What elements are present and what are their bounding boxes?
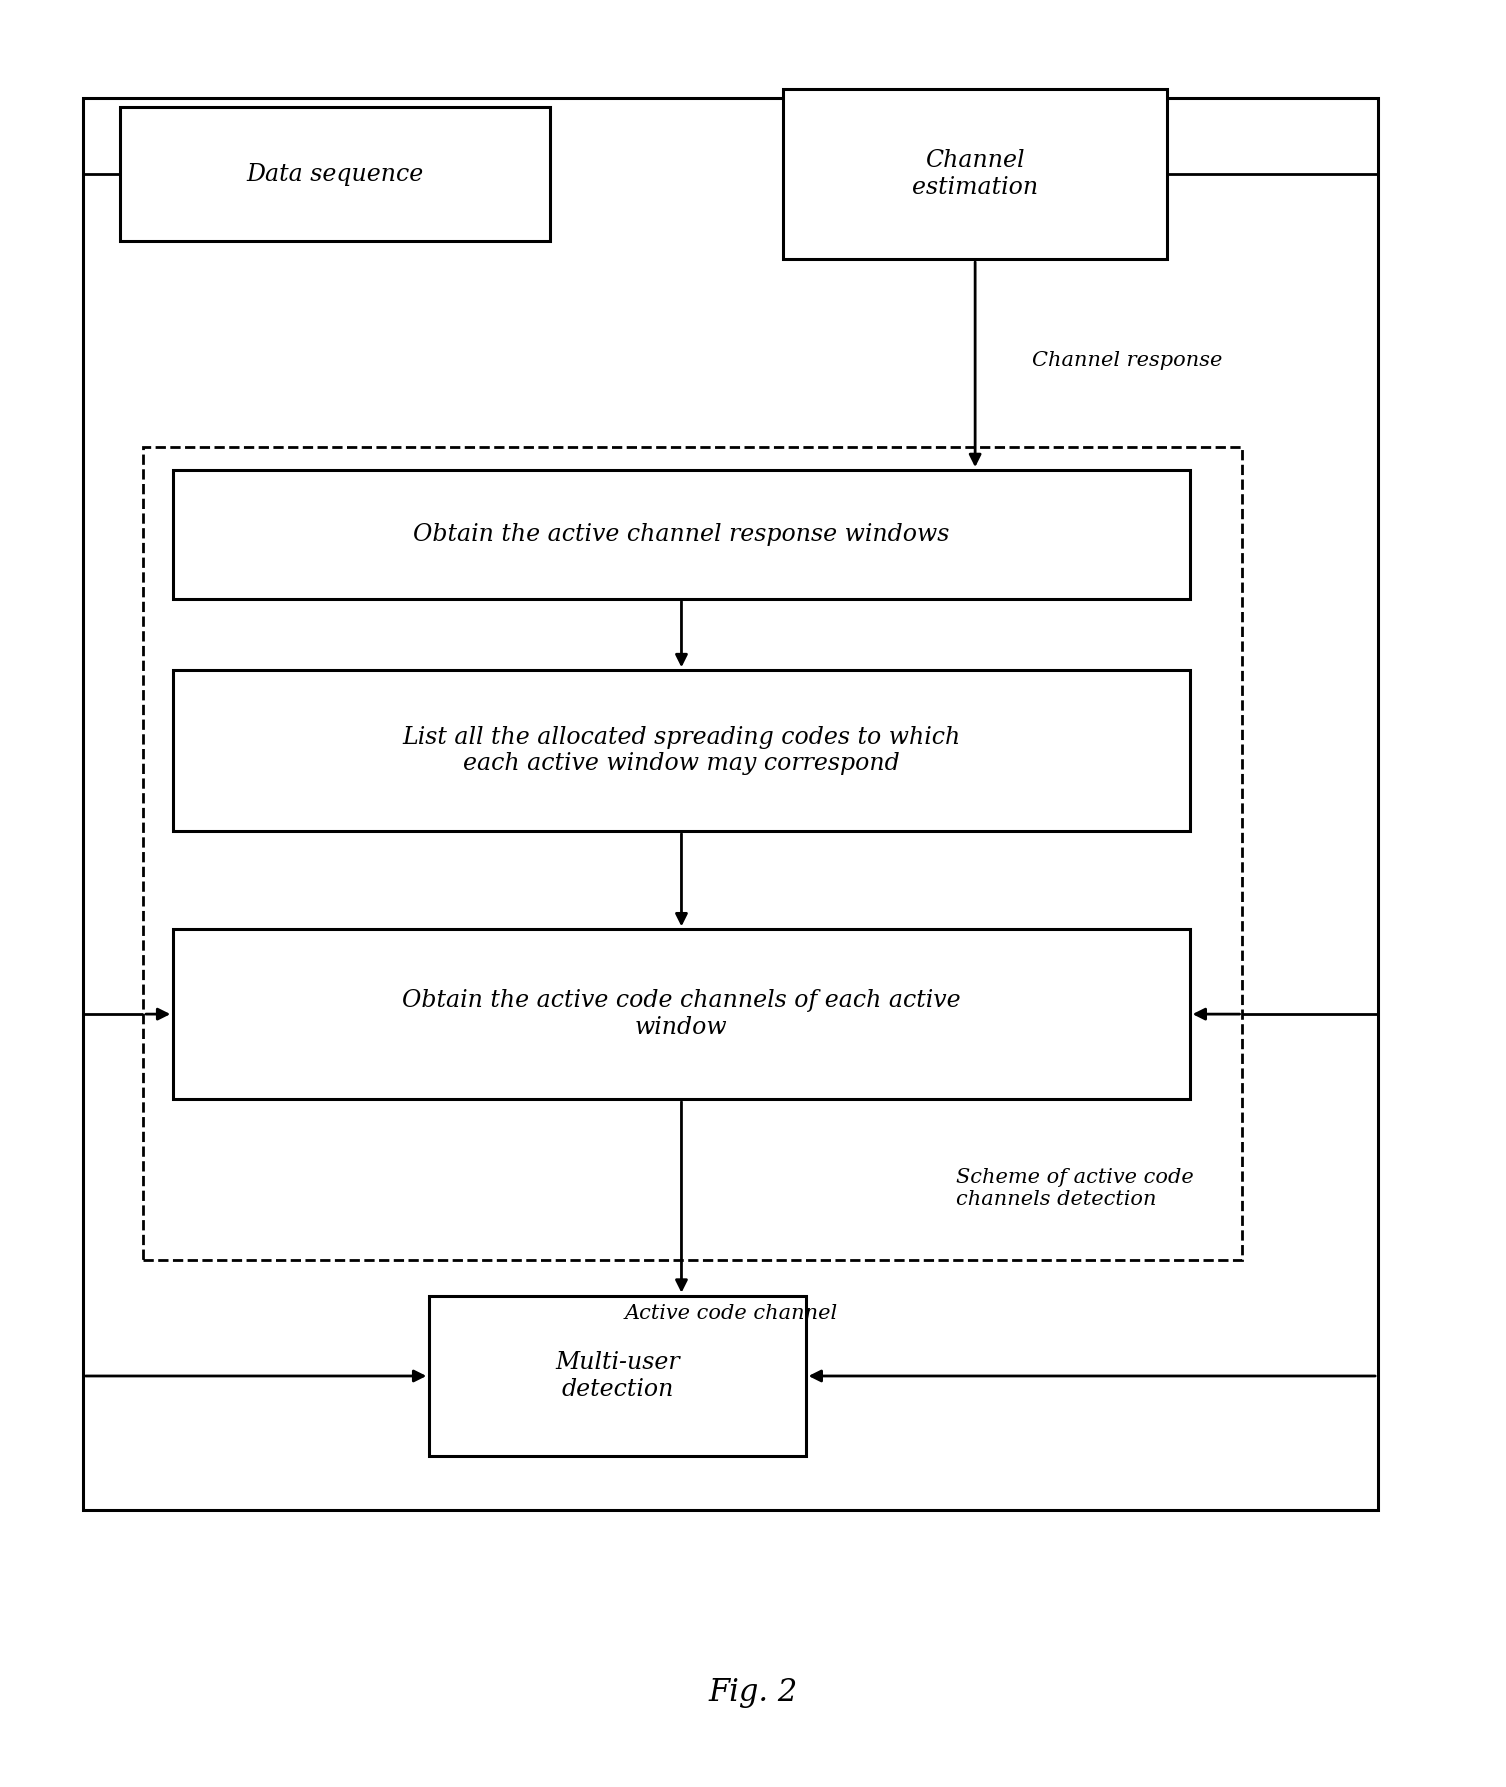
Bar bbox=[173, 470, 1190, 599]
Bar bbox=[143, 447, 1242, 1260]
Text: Obtain the active channel response windows: Obtain the active channel response windo… bbox=[413, 524, 950, 545]
Bar bbox=[83, 98, 1378, 1510]
Bar bbox=[173, 670, 1190, 831]
Text: Scheme of active code
channels detection: Scheme of active code channels detection bbox=[956, 1169, 1194, 1208]
Text: Obtain the active code channels of each active
window: Obtain the active code channels of each … bbox=[402, 990, 961, 1038]
Text: Channel
estimation: Channel estimation bbox=[913, 150, 1038, 198]
Text: Channel response: Channel response bbox=[1032, 352, 1221, 370]
Bar bbox=[783, 89, 1167, 259]
Text: Multi-user
detection: Multi-user detection bbox=[556, 1351, 679, 1401]
Bar bbox=[429, 1296, 806, 1456]
Text: Data sequence: Data sequence bbox=[247, 163, 423, 186]
Bar bbox=[120, 107, 550, 241]
Text: Fig. 2: Fig. 2 bbox=[708, 1676, 798, 1708]
Text: Active code channel: Active code channel bbox=[625, 1305, 839, 1322]
Text: List all the allocated spreading codes to which
each active window may correspon: List all the allocated spreading codes t… bbox=[402, 726, 961, 776]
Bar bbox=[173, 929, 1190, 1099]
